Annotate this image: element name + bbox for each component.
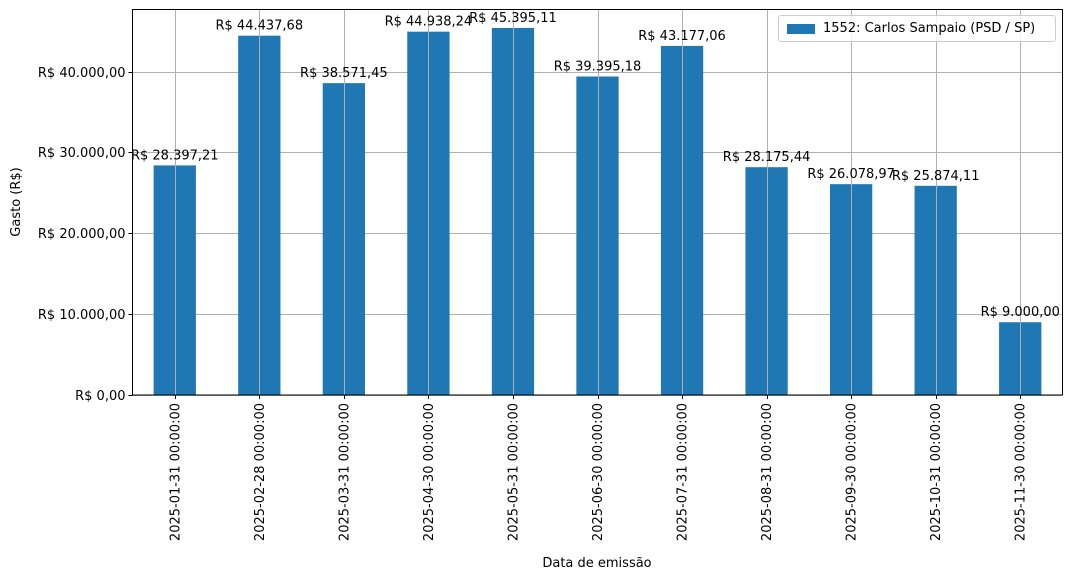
bar-value-label: R$ 25.874,11 [892,169,980,184]
x-tick-label: 2025-03-31 00:00:00 [337,403,352,541]
bar-value-label: R$ 38.571,45 [300,66,388,81]
bar-value-label: R$ 26.078,97 [807,167,895,182]
bar [576,76,619,396]
bar [914,185,957,395]
bar-value-label: R$ 28.397,21 [131,148,219,163]
y-tick-label: R$ 30.000,00 [38,146,126,161]
bar-value-labels: R$ 28.397,21 R$ 44.437,68 R$ 38.571,45 R$ 4… [131,9,1060,395]
bar-value-label: R$ 44.938,24 [385,15,473,30]
y-tick-label: R$ 0,00 [75,389,125,404]
bar-value-label: R$ 45.395,11 [469,11,557,26]
x-tick-label: 2025-02-28 00:00:00 [253,403,268,541]
y-tick-label: R$ 40.000,00 [38,66,126,81]
plot-area-frame [132,9,1063,396]
bar [745,167,788,395]
bar-value-label: R$ 9.000,00 [981,305,1060,320]
x-tick-label: 2025-10-31 00:00:00 [929,403,944,541]
y-axis-ticks: R$ 0,00 R$ 10.000,00 R$ 20.000,00 R$ 30.000… [38,66,133,404]
bar [322,83,365,395]
x-tick-label: 2025-09-30 00:00:00 [845,403,860,541]
bar-value-label: R$ 28.175,44 [723,150,811,165]
bar [153,165,196,395]
legend-label: 1552: Carlos Sampaio (PSD / SP) [823,21,1036,36]
x-tick-label: 2025-01-31 00:00:00 [168,403,183,541]
x-tick-label: 2025-06-30 00:00:00 [591,403,606,541]
y-tick-label: R$ 10.000,00 [38,308,126,323]
legend: 1552: Carlos Sampaio (PSD / SP) [778,15,1056,42]
bar [491,27,535,395]
bar-value-label: R$ 44.437,68 [216,19,304,34]
bar-value-label: R$ 39.395,18 [554,59,642,74]
x-tick-label: 2025-07-31 00:00:00 [676,403,691,541]
bar-value-label: R$ 43.177,06 [638,29,726,44]
x-tick-label: 2025-08-31 00:00:00 [760,403,775,541]
y-tick-label: R$ 20.000,00 [38,227,126,242]
x-axis-label: Data de emissão [542,556,651,571]
x-axis-ticks: 2025-01-31 00:00:00 2025-02-28 00:00:00 20… [168,395,1029,541]
x-tick-label: 2025-11-30 00:00:00 [1014,403,1029,541]
y-axis-label: Gasto (R$) [9,167,24,236]
bars [153,27,1042,396]
x-tick-label: 2025-05-31 00:00:00 [506,403,521,541]
legend-swatch-icon [787,24,815,34]
x-tick-label: 2025-04-30 00:00:00 [422,403,437,541]
